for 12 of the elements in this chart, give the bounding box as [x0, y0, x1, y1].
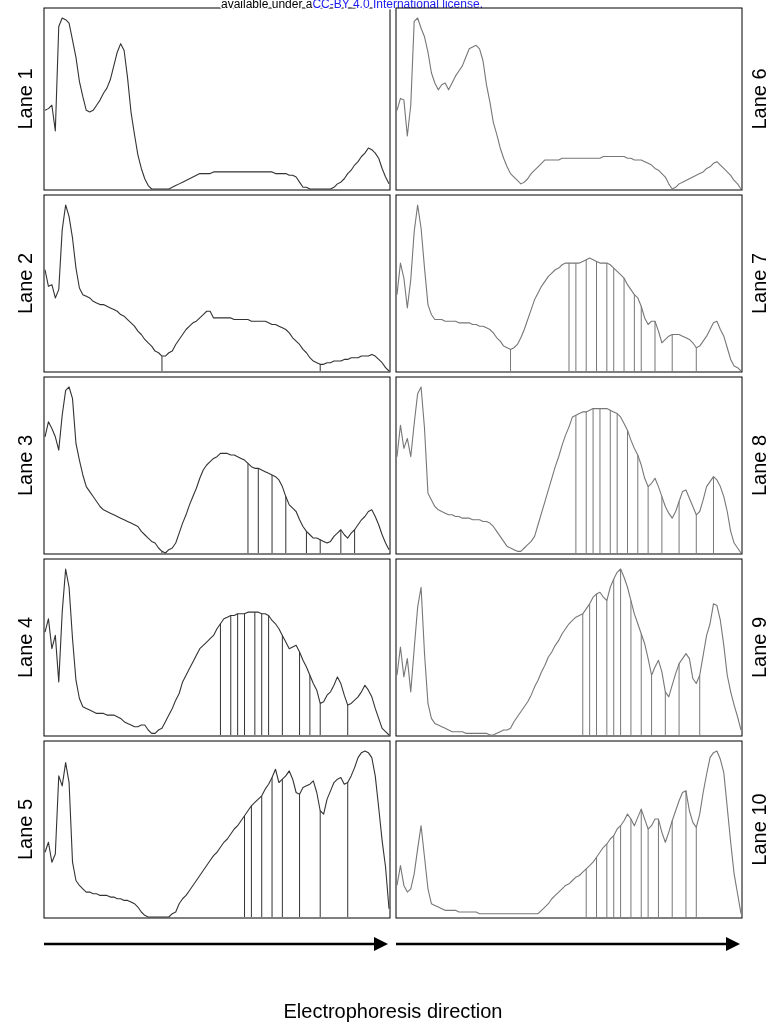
- text: available under a: [221, 0, 313, 12]
- y-axis-title: Lane 2: [14, 252, 36, 315]
- y2-axis-title: Lane 9: [748, 616, 770, 679]
- y-axis-title: Lane 3: [14, 434, 36, 497]
- y2-axis-title: Lane 6: [748, 68, 770, 130]
- y-axis-title: Lane 5: [14, 798, 36, 861]
- y-axis-title: Lane 4: [14, 616, 36, 679]
- text: Electrophoresis direction: [283, 1000, 503, 1022]
- y2-axis-title: Lane 8: [748, 434, 770, 497]
- y2-axis-title: Lane 10: [748, 793, 770, 866]
- y2-axis-title: Lane 7: [748, 252, 770, 315]
- y-axis-title: Lane 1: [14, 68, 36, 130]
